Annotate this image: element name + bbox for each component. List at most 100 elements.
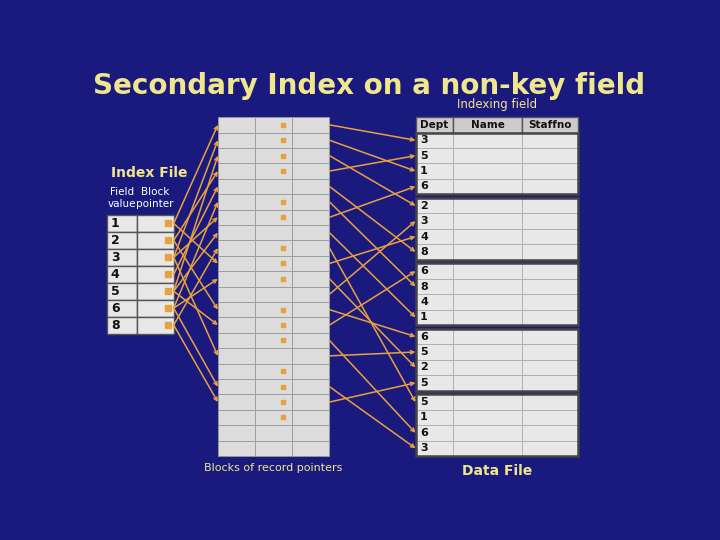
Text: 1: 1 xyxy=(420,166,428,176)
FancyBboxPatch shape xyxy=(255,132,292,148)
FancyBboxPatch shape xyxy=(453,345,523,360)
Text: Data File: Data File xyxy=(462,463,532,477)
FancyBboxPatch shape xyxy=(292,302,330,318)
FancyBboxPatch shape xyxy=(107,215,137,232)
Text: 3: 3 xyxy=(420,443,428,453)
FancyBboxPatch shape xyxy=(255,363,292,379)
FancyBboxPatch shape xyxy=(218,318,255,333)
FancyBboxPatch shape xyxy=(415,244,453,260)
FancyBboxPatch shape xyxy=(218,379,255,394)
Text: 4: 4 xyxy=(420,232,428,241)
FancyBboxPatch shape xyxy=(107,300,137,316)
Text: Dept: Dept xyxy=(420,120,449,130)
FancyBboxPatch shape xyxy=(523,294,578,309)
FancyBboxPatch shape xyxy=(292,410,330,425)
FancyBboxPatch shape xyxy=(415,132,453,148)
FancyBboxPatch shape xyxy=(218,271,255,287)
Text: 1: 1 xyxy=(111,217,120,230)
FancyBboxPatch shape xyxy=(453,164,523,179)
Text: 3: 3 xyxy=(420,135,428,145)
Text: 1: 1 xyxy=(420,413,428,422)
Text: 5: 5 xyxy=(420,347,428,357)
FancyBboxPatch shape xyxy=(292,148,330,164)
Text: 5: 5 xyxy=(111,285,120,298)
FancyBboxPatch shape xyxy=(292,225,330,240)
FancyBboxPatch shape xyxy=(218,194,255,210)
FancyBboxPatch shape xyxy=(218,225,255,240)
FancyBboxPatch shape xyxy=(292,379,330,394)
FancyBboxPatch shape xyxy=(453,213,523,229)
Text: Indexing field: Indexing field xyxy=(456,98,537,111)
FancyBboxPatch shape xyxy=(255,379,292,394)
FancyBboxPatch shape xyxy=(255,348,292,363)
Text: 6: 6 xyxy=(420,266,428,276)
FancyBboxPatch shape xyxy=(137,249,174,266)
Text: 8: 8 xyxy=(111,319,120,332)
FancyBboxPatch shape xyxy=(453,394,523,410)
FancyBboxPatch shape xyxy=(523,279,578,294)
FancyBboxPatch shape xyxy=(415,213,453,229)
FancyBboxPatch shape xyxy=(255,210,292,225)
FancyBboxPatch shape xyxy=(218,148,255,164)
FancyBboxPatch shape xyxy=(107,266,137,283)
Text: Block
pointer: Block pointer xyxy=(136,187,174,209)
Text: Name: Name xyxy=(471,120,505,130)
Text: 3: 3 xyxy=(420,216,428,226)
FancyBboxPatch shape xyxy=(453,425,523,441)
FancyBboxPatch shape xyxy=(255,441,292,456)
FancyBboxPatch shape xyxy=(523,329,578,345)
FancyBboxPatch shape xyxy=(218,179,255,194)
Text: 6: 6 xyxy=(111,302,120,315)
FancyBboxPatch shape xyxy=(218,132,255,148)
Text: 2: 2 xyxy=(420,362,428,373)
FancyBboxPatch shape xyxy=(218,240,255,256)
FancyBboxPatch shape xyxy=(415,329,453,345)
FancyBboxPatch shape xyxy=(453,309,523,325)
Text: 8: 8 xyxy=(420,281,428,292)
FancyBboxPatch shape xyxy=(523,394,578,410)
FancyBboxPatch shape xyxy=(218,210,255,225)
FancyBboxPatch shape xyxy=(255,240,292,256)
FancyBboxPatch shape xyxy=(453,179,523,194)
FancyBboxPatch shape xyxy=(523,229,578,244)
FancyBboxPatch shape xyxy=(137,232,174,249)
FancyBboxPatch shape xyxy=(415,441,453,456)
FancyBboxPatch shape xyxy=(453,360,523,375)
FancyBboxPatch shape xyxy=(137,300,174,316)
FancyBboxPatch shape xyxy=(218,441,255,456)
FancyBboxPatch shape xyxy=(453,117,523,132)
Text: 3: 3 xyxy=(111,251,120,264)
FancyBboxPatch shape xyxy=(292,256,330,271)
FancyBboxPatch shape xyxy=(523,375,578,390)
FancyBboxPatch shape xyxy=(292,425,330,441)
FancyBboxPatch shape xyxy=(415,264,453,279)
FancyBboxPatch shape xyxy=(523,244,578,260)
FancyBboxPatch shape xyxy=(255,164,292,179)
FancyBboxPatch shape xyxy=(523,148,578,164)
FancyBboxPatch shape xyxy=(415,148,453,164)
FancyBboxPatch shape xyxy=(292,318,330,333)
FancyBboxPatch shape xyxy=(255,410,292,425)
Text: 4: 4 xyxy=(111,268,120,281)
FancyBboxPatch shape xyxy=(523,425,578,441)
Text: 6: 6 xyxy=(420,181,428,192)
Text: 6: 6 xyxy=(420,428,428,438)
Text: Secondary Index on a non-key field: Secondary Index on a non-key field xyxy=(93,72,645,100)
FancyBboxPatch shape xyxy=(218,394,255,410)
FancyBboxPatch shape xyxy=(292,333,330,348)
FancyBboxPatch shape xyxy=(292,132,330,148)
FancyBboxPatch shape xyxy=(255,148,292,164)
FancyBboxPatch shape xyxy=(523,360,578,375)
FancyBboxPatch shape xyxy=(292,348,330,363)
FancyBboxPatch shape xyxy=(523,164,578,179)
FancyBboxPatch shape xyxy=(292,287,330,302)
FancyBboxPatch shape xyxy=(415,279,453,294)
FancyBboxPatch shape xyxy=(453,148,523,164)
FancyBboxPatch shape xyxy=(255,302,292,318)
FancyBboxPatch shape xyxy=(415,309,453,325)
FancyBboxPatch shape xyxy=(218,287,255,302)
FancyBboxPatch shape xyxy=(415,164,453,179)
Text: Staffno: Staffno xyxy=(528,120,572,130)
FancyBboxPatch shape xyxy=(218,348,255,363)
FancyBboxPatch shape xyxy=(255,287,292,302)
